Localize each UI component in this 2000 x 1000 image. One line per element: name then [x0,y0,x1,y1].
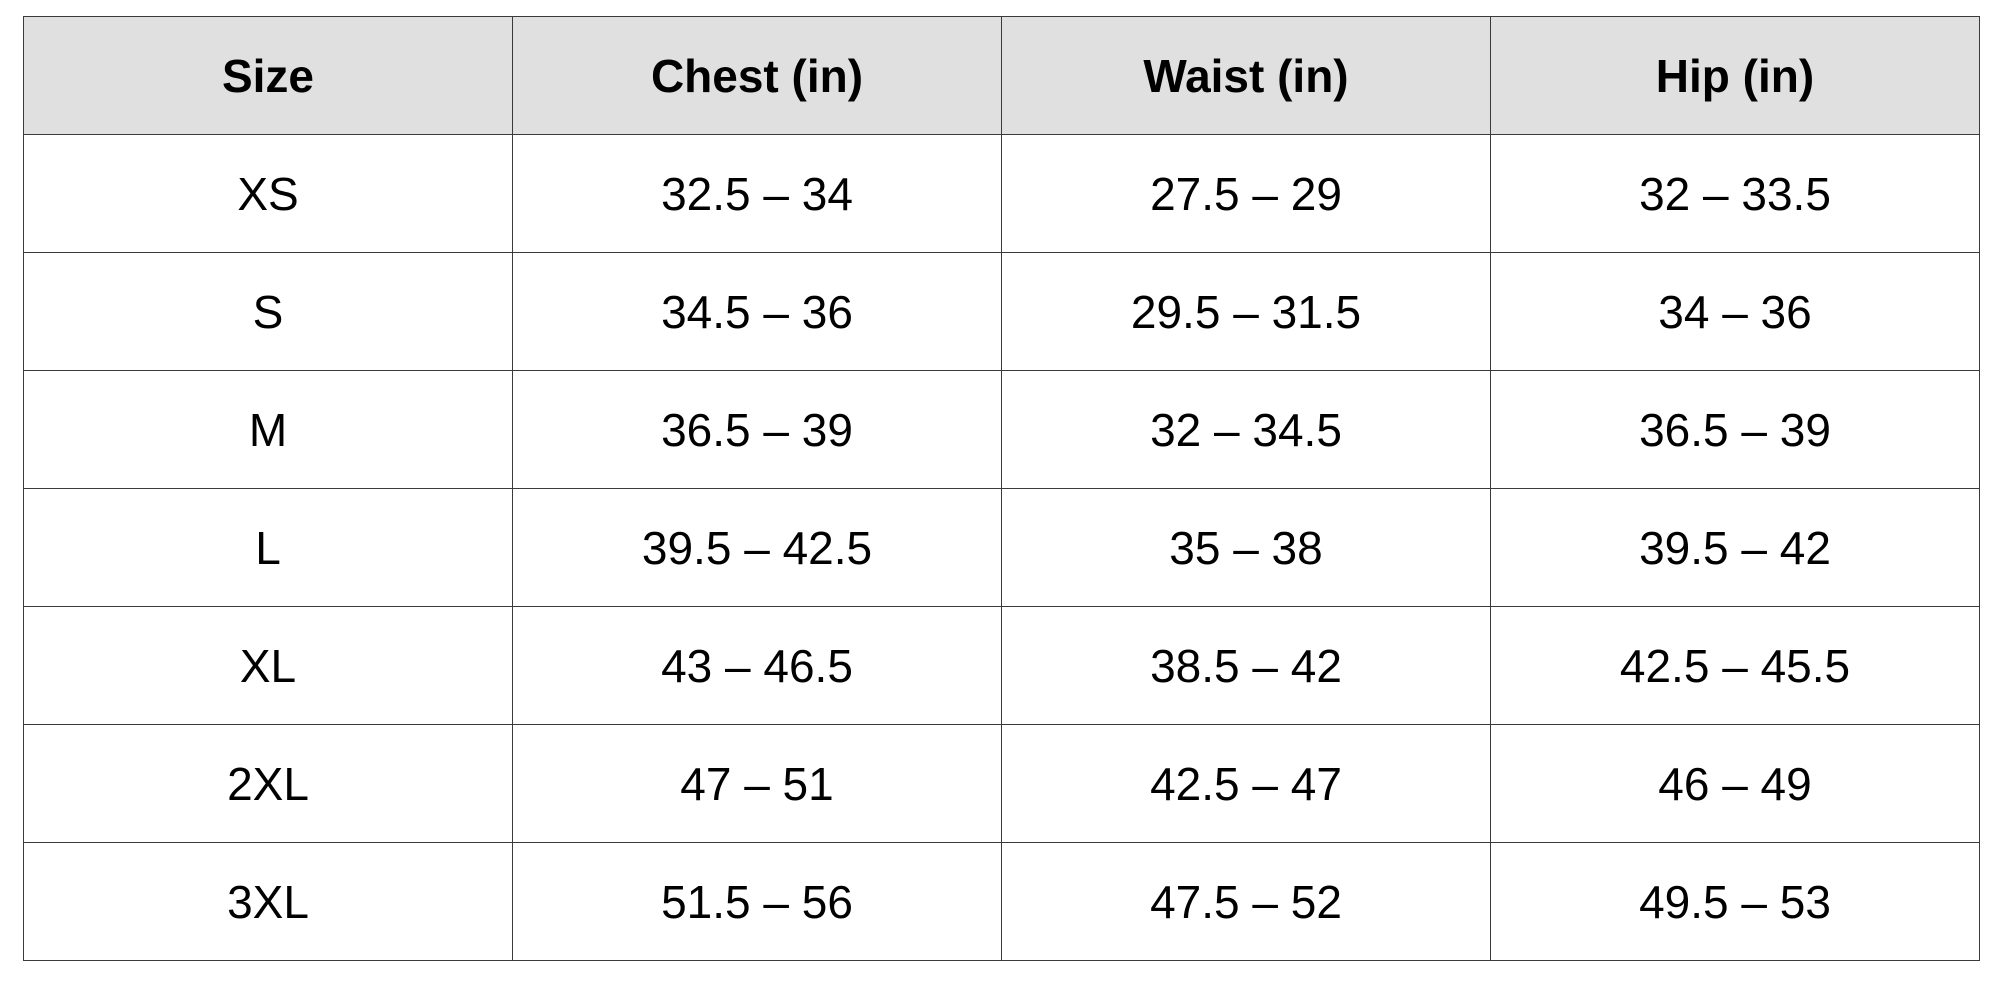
cell-chest: 36.5 – 39 [512,370,1002,489]
table-row: L 39.5 – 42.5 35 – 38 39.5 – 42 [23,488,1980,607]
cell-waist: 42.5 – 47 [1001,724,1491,843]
cell-waist: 27.5 – 29 [1001,134,1491,253]
cell-waist: 38.5 – 42 [1001,606,1491,725]
cell-size: XS [23,134,513,253]
cell-size: 2XL [23,724,513,843]
cell-chest: 39.5 – 42.5 [512,488,1002,607]
cell-size: L [23,488,513,607]
cell-chest: 47 – 51 [512,724,1002,843]
cell-size: M [23,370,513,489]
cell-chest: 32.5 – 34 [512,134,1002,253]
cell-hip: 46 – 49 [1490,724,1980,843]
cell-hip: 36.5 – 39 [1490,370,1980,489]
table-row: XS 32.5 – 34 27.5 – 29 32 – 33.5 [23,134,1980,253]
cell-hip: 49.5 – 53 [1490,842,1980,961]
header-waist: Waist (in) [1001,16,1491,135]
size-chart-table: Size Chest (in) Waist (in) Hip (in) XS 3… [23,16,1980,961]
cell-waist: 35 – 38 [1001,488,1491,607]
header-size: Size [23,16,513,135]
header-row: Size Chest (in) Waist (in) Hip (in) [23,16,1980,135]
cell-size: 3XL [23,842,513,961]
cell-hip: 32 – 33.5 [1490,134,1980,253]
cell-hip: 39.5 – 42 [1490,488,1980,607]
table-row: 2XL 47 – 51 42.5 – 47 46 – 49 [23,724,1980,843]
header-chest: Chest (in) [512,16,1002,135]
cell-size: XL [23,606,513,725]
cell-waist: 32 – 34.5 [1001,370,1491,489]
cell-hip: 42.5 – 45.5 [1490,606,1980,725]
table-row: XL 43 – 46.5 38.5 – 42 42.5 – 45.5 [23,606,1980,725]
cell-chest: 34.5 – 36 [512,252,1002,371]
header-hip: Hip (in) [1490,16,1980,135]
cell-waist: 29.5 – 31.5 [1001,252,1491,371]
cell-size: S [23,252,513,371]
table-row: 3XL 51.5 – 56 47.5 – 52 49.5 – 53 [23,842,1980,961]
table-row: S 34.5 – 36 29.5 – 31.5 34 – 36 [23,252,1980,371]
cell-chest: 43 – 46.5 [512,606,1002,725]
cell-waist: 47.5 – 52 [1001,842,1491,961]
cell-hip: 34 – 36 [1490,252,1980,371]
table-row: M 36.5 – 39 32 – 34.5 36.5 – 39 [23,370,1980,489]
cell-chest: 51.5 – 56 [512,842,1002,961]
